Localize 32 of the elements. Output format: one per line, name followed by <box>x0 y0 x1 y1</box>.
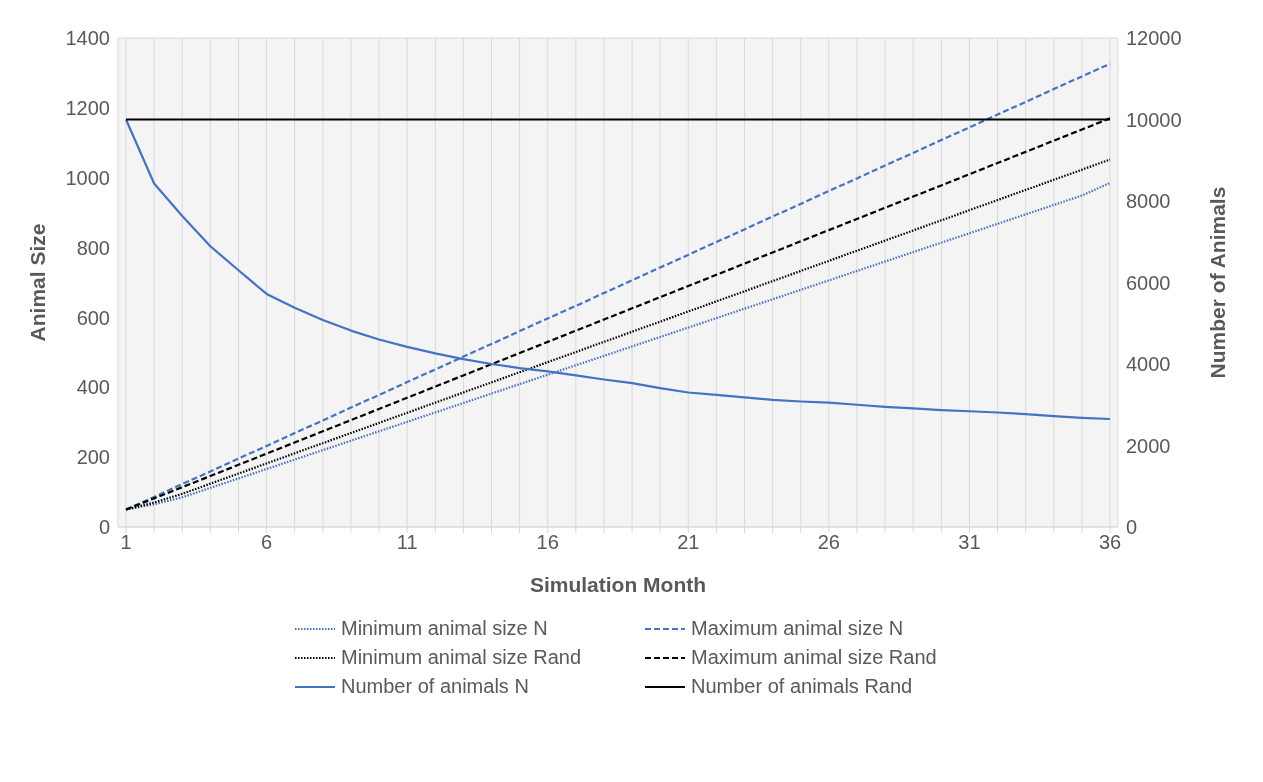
legend-label: Number of animals Rand <box>691 675 913 698</box>
legend-label: Number of animals N <box>341 675 529 698</box>
y-tick-label: 400 <box>76 376 110 399</box>
y2-tick-label: 6000 <box>1126 271 1171 294</box>
y2-tick-label: 10000 <box>1126 108 1182 131</box>
y2-tick-label: 12000 <box>1126 27 1182 50</box>
y-tick-label: 1200 <box>65 96 110 119</box>
legend-label: Minimum animal size N <box>341 617 548 640</box>
y-tick-label: 0 <box>98 516 110 539</box>
x-tick-label: 26 <box>817 531 840 554</box>
legend-label: Minimum animal size Rand <box>341 646 582 669</box>
x-tick-label: 11 <box>396 531 418 554</box>
y-tick-label: 800 <box>76 236 110 259</box>
y2-tick-label: 8000 <box>1126 190 1171 213</box>
y2-axis-title: Number of Animals <box>1206 186 1230 379</box>
y2-tick-label: 0 <box>1126 516 1138 539</box>
x-tick-label: 31 <box>958 531 981 554</box>
legend-label: Maximum animal size N <box>691 617 904 640</box>
legend-label: Maximum animal size Rand <box>691 646 937 669</box>
y2-tick-label: 2000 <box>1126 434 1171 457</box>
x-tick-label: 36 <box>1098 531 1122 554</box>
x-tick-label: 1 <box>120 531 132 554</box>
x-tick-label: 16 <box>536 531 559 554</box>
y2-tick-label: 4000 <box>1126 353 1171 376</box>
y-tick-label: 1000 <box>65 166 110 189</box>
x-tick-label: 21 <box>677 531 700 554</box>
y-tick-label: 200 <box>76 446 110 469</box>
y-tick-label: 1400 <box>65 27 110 50</box>
y-tick-label: 600 <box>76 306 110 329</box>
x-axis-title: Simulation Month <box>529 573 707 596</box>
y-axis-title: Animal Size <box>26 223 50 342</box>
x-tick-label: 6 <box>261 531 273 554</box>
